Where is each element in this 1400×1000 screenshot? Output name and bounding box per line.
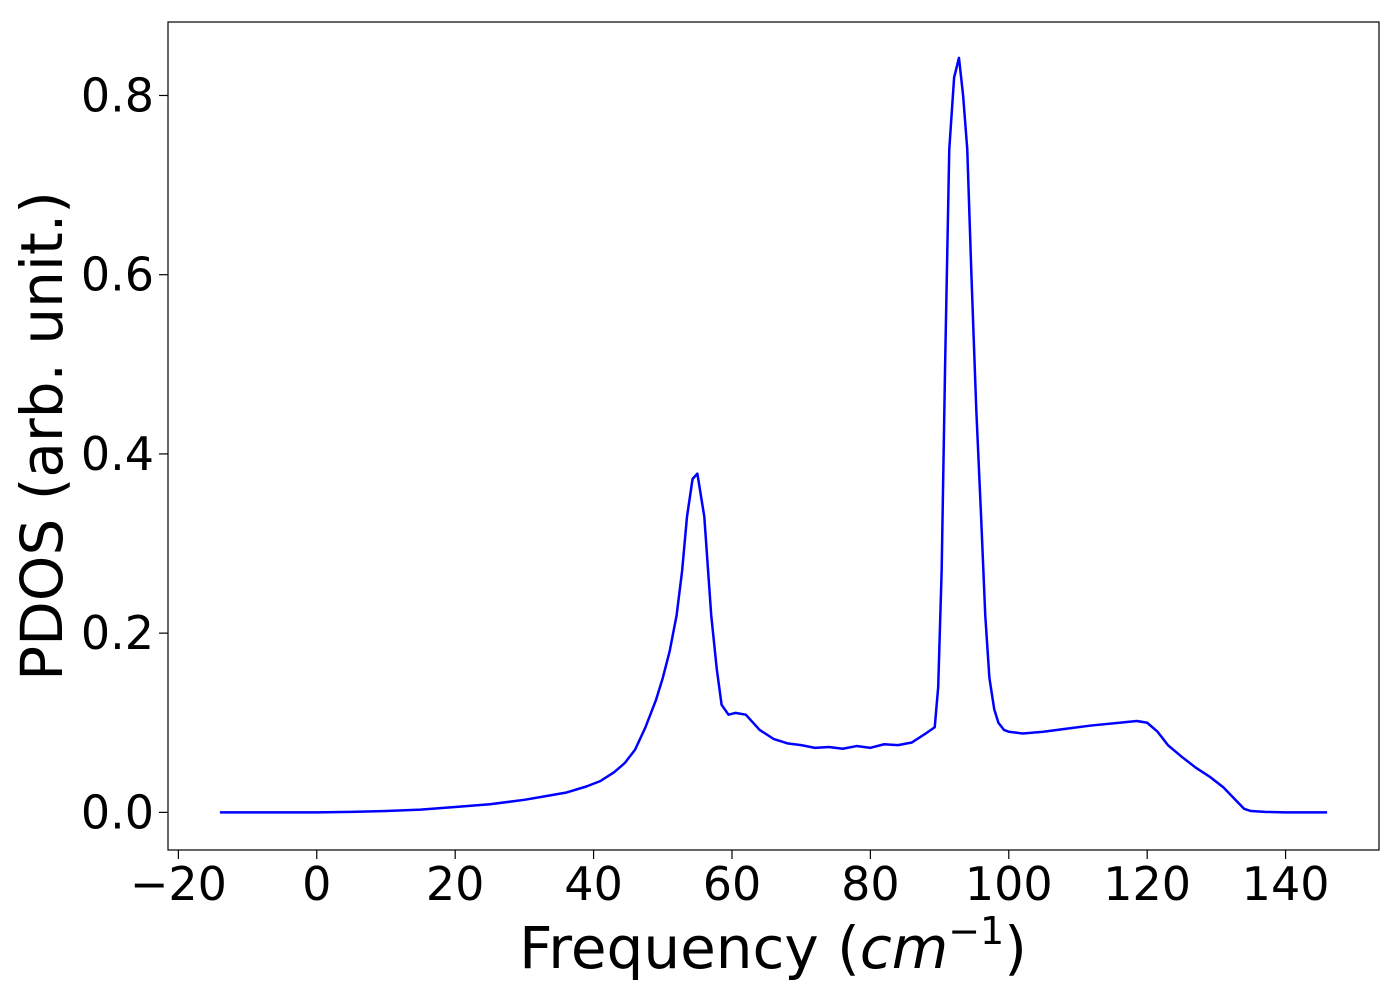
x-tick-label: 60 bbox=[703, 857, 762, 911]
x-axis-label: Frequency (cm−1) bbox=[519, 909, 1027, 982]
x-tick-label: 40 bbox=[564, 857, 623, 911]
x-tick-label: 20 bbox=[426, 857, 485, 911]
x-tick-label: 0 bbox=[302, 857, 331, 911]
x-axis-ticks: −20 0 20 40 60 80 100 120 140 bbox=[130, 850, 1330, 911]
series-line bbox=[219, 56, 1328, 814]
plot-area-background bbox=[168, 22, 1379, 850]
y-tick-label: 0.2 bbox=[81, 606, 154, 660]
y-axis-ticks: 0.0 0.2 0.4 0.6 0.8 bbox=[81, 68, 168, 839]
x-axis-label-exponent: −1 bbox=[948, 909, 1004, 953]
x-tick-label: 140 bbox=[1242, 857, 1330, 911]
x-axis-label-main: Frequency ( bbox=[519, 914, 860, 982]
x-tick-label: 100 bbox=[965, 857, 1053, 911]
x-axis-label-unit: cm bbox=[860, 914, 948, 982]
y-tick-label: 0.0 bbox=[81, 785, 154, 839]
x-tick-label: 120 bbox=[1103, 857, 1191, 911]
y-tick-label: 0.4 bbox=[81, 427, 154, 481]
x-tick-label: 80 bbox=[841, 857, 900, 911]
x-axis-label-close: ) bbox=[1004, 914, 1027, 982]
y-axis-label: PDOS (arb. unit.) bbox=[8, 191, 76, 681]
plot-frame bbox=[167, 21, 1380, 851]
y-tick-label: 0.6 bbox=[81, 248, 154, 302]
x-tick-label: −20 bbox=[130, 857, 227, 911]
y-tick-label: 0.8 bbox=[81, 68, 154, 122]
